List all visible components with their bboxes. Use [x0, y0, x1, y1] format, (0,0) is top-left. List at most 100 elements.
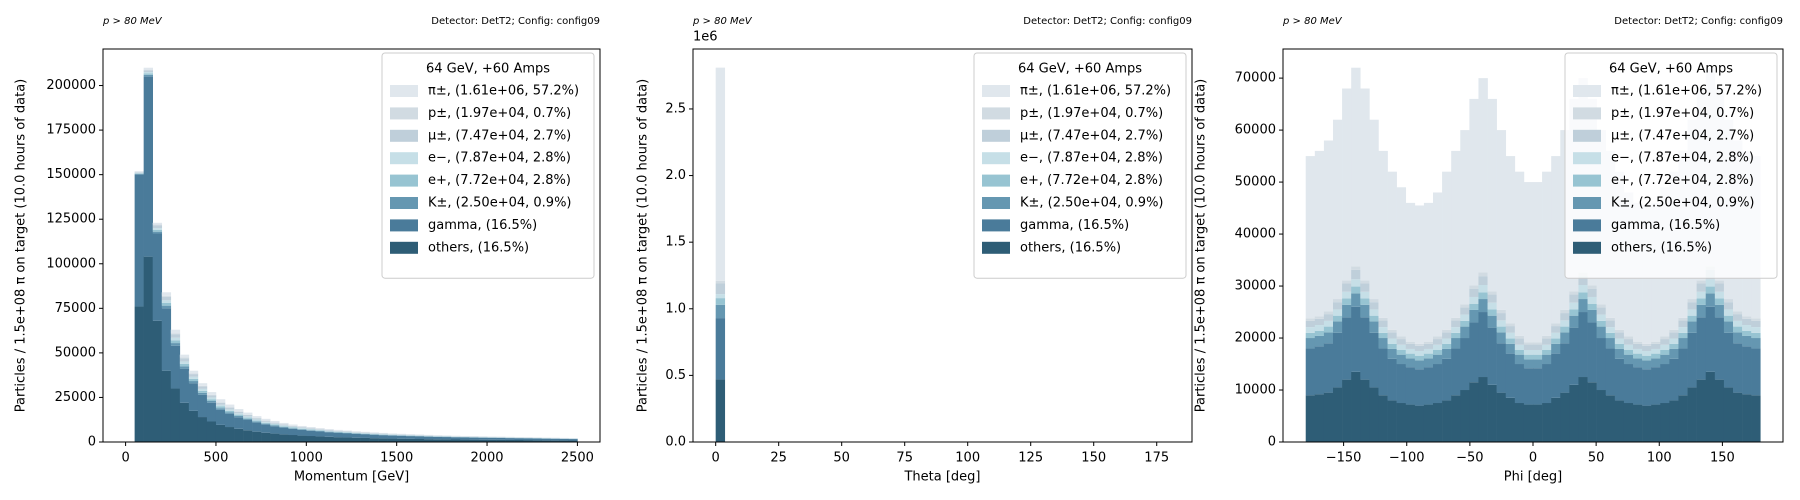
legend-label: μ±, (7.47e+04, 2.7%) — [428, 128, 571, 143]
histogram-bar — [1742, 325, 1752, 331]
histogram-bar — [224, 404, 235, 408]
histogram-bar — [134, 173, 144, 174]
histogram-bar — [243, 430, 253, 442]
histogram-bar — [1742, 316, 1752, 319]
histogram-bar — [1496, 313, 1507, 321]
histogram-bar — [1723, 309, 1734, 316]
y-tick-label: 2.5 — [665, 101, 686, 116]
histogram-bar — [1542, 338, 1552, 345]
legend-box — [1564, 52, 1778, 279]
histogram-bar — [1351, 286, 1361, 294]
y-tick-label: 10000 — [1235, 383, 1276, 398]
histogram-bar — [1751, 327, 1761, 333]
histogram-bar — [1423, 353, 1434, 359]
histogram-bar — [1469, 309, 1479, 323]
histogram-bar — [468, 439, 479, 442]
histogram-bar — [1660, 339, 1670, 345]
histogram-bar — [1505, 353, 1516, 398]
legend-label: K±, (2.50e+04, 0.9%) — [1020, 196, 1164, 211]
histogram-bar — [1333, 321, 1343, 333]
histogram-bar — [252, 431, 262, 442]
histogram-bar — [315, 429, 325, 431]
histogram-bar — [1751, 332, 1761, 339]
histogram-bar — [1542, 364, 1552, 404]
histogram-bar — [1596, 320, 1607, 327]
histogram-bar — [715, 318, 726, 380]
histogram-bar — [1514, 171, 1525, 336]
y-tick-label: 40000 — [1235, 227, 1276, 242]
histogram-bar — [1523, 182, 1534, 343]
histogram-bar — [441, 437, 452, 440]
histogram-bar — [532, 438, 542, 441]
histogram-bar — [1733, 332, 1743, 344]
histogram-bar — [1669, 332, 1679, 339]
histogram-bar — [1542, 354, 1552, 365]
histogram-bar — [1451, 395, 1461, 442]
histogram-bar — [197, 390, 208, 393]
histogram-bar — [1733, 326, 1743, 333]
histogram-bar — [1678, 348, 1688, 396]
histogram-bar — [1514, 335, 1525, 339]
x-axis-label: Momentum [GeV] — [294, 470, 409, 485]
histogram-bar — [1696, 283, 1707, 292]
histogram-bar — [206, 399, 217, 402]
histogram-bar — [459, 437, 470, 440]
histogram-bar — [1314, 394, 1325, 442]
histogram-bar — [1523, 359, 1534, 369]
histogram-bar — [1387, 171, 1397, 330]
histogram-bar — [152, 222, 163, 225]
histogram-bar — [1433, 336, 1443, 340]
histogram-bar — [270, 420, 280, 423]
histogram-bar — [306, 427, 316, 429]
histogram-bar — [496, 437, 506, 440]
histogram-bar — [234, 428, 244, 442]
legend-swatch — [982, 197, 1010, 209]
axes-frame — [102, 48, 601, 443]
histogram-bar — [1678, 327, 1688, 333]
histogram-bar — [1651, 358, 1661, 368]
x-tick-label: 50 — [1588, 451, 1605, 466]
histogram-bar — [1414, 205, 1425, 344]
legend-swatch — [390, 129, 418, 142]
histogram-bar — [468, 437, 479, 440]
histogram-bar — [1487, 309, 1497, 316]
histogram-bar — [1360, 280, 1370, 284]
histogram-bar — [450, 439, 461, 442]
legend: 64 GeV, +60 Amps π±, (1.61e+06, 57.2%) p±,… — [1564, 52, 1778, 279]
histogram-bar — [279, 424, 289, 426]
histogram-bar — [288, 426, 298, 428]
histogram-bar — [288, 425, 298, 427]
histogram-bar — [1460, 307, 1470, 315]
legend-swatch — [390, 241, 418, 254]
histogram-bar — [1751, 318, 1761, 321]
legend-label: p±, (1.97e+04, 0.7%) — [428, 106, 571, 121]
histogram-bar — [396, 435, 407, 439]
histogram-bar — [1387, 358, 1397, 401]
histogram-bar — [179, 361, 190, 364]
histogram-bar — [414, 434, 425, 436]
legend-label: gamma, (16.5%) — [1611, 218, 1720, 233]
histogram-bar — [215, 404, 226, 407]
y-tick-label: 30000 — [1235, 279, 1276, 294]
histogram-bar — [1533, 404, 1543, 442]
histogram-bar — [297, 429, 307, 436]
histogram-bar — [324, 430, 334, 431]
y-axis-label: Particles / 1.5e+08 π on target (10.0 ho… — [636, 79, 651, 412]
histogram-bar — [1614, 338, 1625, 344]
histogram-bar — [1478, 285, 1488, 293]
histogram-bar — [1433, 349, 1443, 355]
histogram-bar — [1533, 359, 1543, 369]
histogram-bar — [315, 436, 325, 442]
histogram-bar — [243, 416, 253, 418]
histogram-bar — [333, 430, 343, 432]
histogram-bar — [206, 402, 217, 422]
legend-label: others, (16.5%) — [428, 240, 529, 255]
histogram-bar — [224, 410, 235, 413]
histogram-bar — [1433, 354, 1443, 365]
histogram-bar — [1460, 304, 1470, 308]
histogram-bar — [1523, 349, 1534, 355]
legend-label: p±, (1.97e+04, 0.7%) — [1020, 106, 1163, 121]
histogram-bar — [270, 433, 280, 442]
x-tick-label: −50 — [1456, 451, 1483, 466]
histogram-bar — [1323, 332, 1334, 344]
